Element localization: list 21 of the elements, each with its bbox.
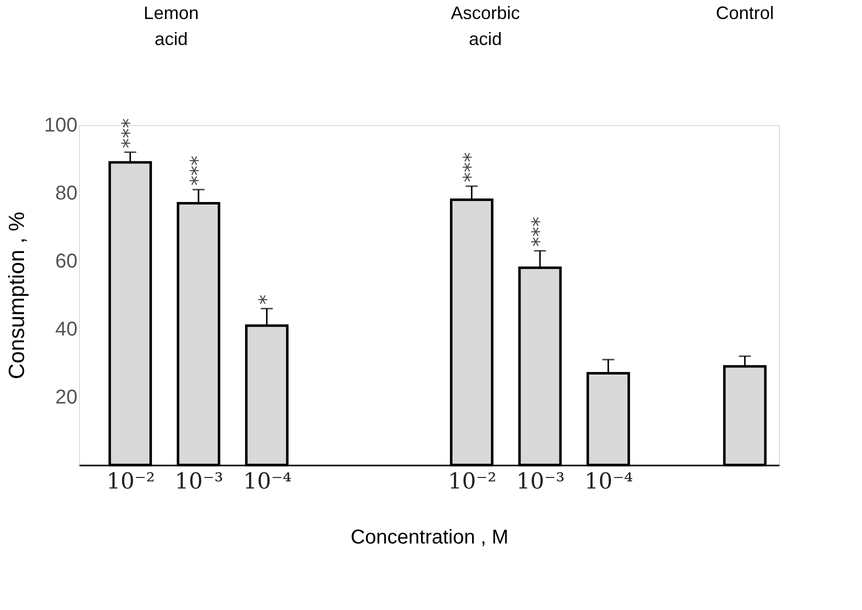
text: Lemon acid bbox=[144, 3, 199, 49]
x-axis-title: Concentration , M bbox=[350, 526, 508, 548]
x-tick-label: 10⁻² bbox=[106, 470, 155, 494]
y-tick-label: 80 bbox=[55, 182, 78, 204]
data-label: *** bbox=[458, 152, 483, 182]
y-tick-label: 20 bbox=[55, 386, 78, 408]
y-tick-label: 40 bbox=[55, 318, 78, 340]
text: Ascorbic acid bbox=[450, 3, 520, 49]
x-tick-label: 10⁻³ bbox=[516, 470, 565, 494]
y-tick-label: 100 bbox=[44, 114, 78, 136]
x-tick-label: 10⁻⁴ bbox=[584, 470, 634, 494]
y-tick-label: 60 bbox=[55, 250, 78, 272]
text: Control bbox=[716, 3, 774, 23]
data-label: *** bbox=[117, 118, 142, 148]
y-axis-title: Consumption , % bbox=[4, 212, 30, 380]
data-label: *** bbox=[526, 216, 551, 247]
x-tick-label: 10⁻⁴ bbox=[243, 470, 292, 494]
x-tick-label: 10⁻³ bbox=[174, 470, 224, 494]
data-label: * bbox=[254, 294, 278, 305]
x-tick-label: 10⁻² bbox=[448, 470, 496, 494]
data-label: *** bbox=[186, 156, 210, 186]
